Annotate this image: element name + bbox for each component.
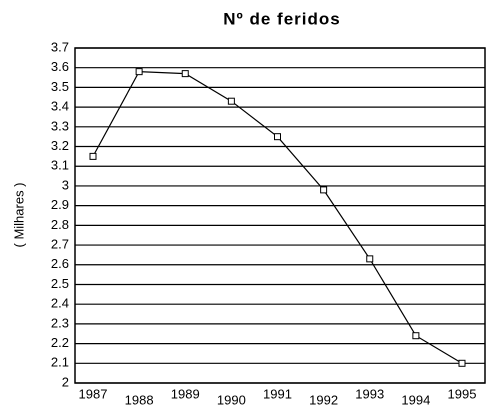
- y-tick-label: 3.4: [51, 99, 69, 114]
- y-tick-label: 3.3: [51, 118, 69, 133]
- y-tick-label: 2.6: [51, 256, 69, 271]
- x-tick-label: 1992: [309, 392, 338, 407]
- y-tick-label: 2.7: [51, 236, 69, 251]
- x-tick-label: 1990: [217, 392, 246, 407]
- y-axis-label: ( Milhares ): [11, 182, 26, 247]
- y-tick-label: 3.7: [51, 39, 69, 54]
- marker: [366, 255, 374, 263]
- y-tick-label: 3.6: [51, 59, 69, 74]
- x-tick-label: 1991: [263, 386, 292, 401]
- x-tick-label: 1989: [171, 386, 200, 401]
- y-tick-label: 2.2: [51, 335, 69, 350]
- marker: [89, 152, 97, 160]
- marker: [274, 133, 281, 141]
- marker: [227, 97, 235, 105]
- chart-title: Nº de feridos: [223, 9, 340, 28]
- x-tick-label: 1988: [125, 392, 154, 407]
- marker: [412, 332, 420, 340]
- y-tick-label: 2.5: [51, 276, 69, 291]
- y-tick-label: 2: [62, 374, 69, 389]
- y-tick-label: 3.1: [51, 158, 69, 173]
- y-tick-label: 3: [62, 177, 69, 192]
- marker: [181, 70, 189, 78]
- x-tick-label: 1994: [401, 392, 430, 407]
- y-tick-label: 2.4: [51, 296, 69, 311]
- x-tick-label: 1993: [355, 386, 384, 401]
- y-tick-label: 2.3: [51, 315, 69, 330]
- x-tick-label: 1995: [448, 386, 477, 401]
- y-tick-label: 3.2: [51, 138, 69, 153]
- y-tick-label: 2.8: [51, 217, 69, 232]
- marker: [320, 186, 328, 194]
- plot-frame: [74, 47, 486, 384]
- x-tick-label: 1987: [79, 386, 108, 401]
- y-tick-label: 2.9: [51, 197, 69, 212]
- marker: [458, 359, 466, 367]
- y-tick-label: 2.1: [51, 355, 69, 370]
- line: [92, 71, 463, 364]
- marker: [135, 68, 143, 76]
- y-tick-label: 3.5: [51, 79, 69, 94]
